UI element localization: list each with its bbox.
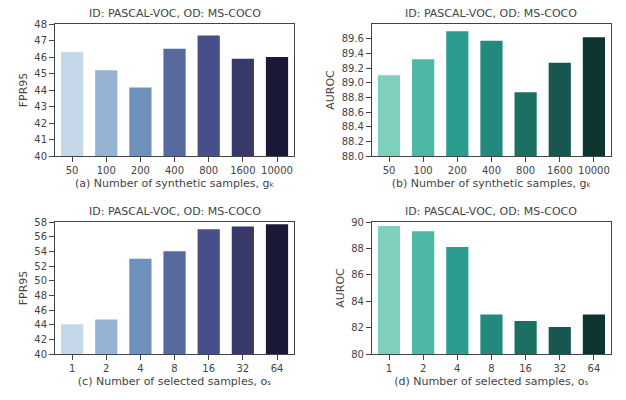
svg-text:48: 48: [34, 290, 47, 301]
svg-text:1: 1: [69, 363, 75, 374]
svg-text:43: 43: [34, 101, 47, 112]
svg-text:2: 2: [103, 363, 109, 374]
svg-text:52: 52: [34, 261, 47, 272]
svg-text:88.0: 88.0: [342, 151, 364, 162]
svg-text:40: 40: [34, 349, 47, 360]
svg-text:2: 2: [420, 363, 426, 374]
svg-text:50: 50: [34, 275, 47, 286]
svg-text:42: 42: [34, 118, 47, 129]
svg-text:1: 1: [386, 363, 392, 374]
svg-text:64: 64: [588, 363, 601, 374]
svg-text:ID: PASCAL-VOC, OD: MS-COCO: ID: PASCAL-VOC, OD: MS-COCO: [89, 7, 261, 20]
svg-text:89.4: 89.4: [342, 48, 364, 59]
svg-text:200: 200: [448, 165, 467, 176]
svg-text:4: 4: [454, 363, 460, 374]
svg-text:16: 16: [519, 363, 532, 374]
svg-text:10000: 10000: [261, 165, 293, 176]
svg-text:80: 80: [351, 349, 364, 360]
svg-text:4: 4: [137, 363, 143, 374]
svg-text:(c) Number of selected samples: (c) Number of selected samples, oₛ: [78, 375, 271, 388]
svg-text:88.4: 88.4: [342, 121, 364, 132]
svg-text:50: 50: [66, 165, 79, 176]
svg-text:8: 8: [488, 363, 494, 374]
svg-text:44: 44: [34, 85, 47, 96]
svg-text:58: 58: [34, 217, 47, 228]
svg-text:ID: PASCAL-VOC, OD: MS-COCO: ID: PASCAL-VOC, OD: MS-COCO: [89, 205, 261, 218]
svg-text:FPR95: FPR95: [17, 271, 30, 306]
svg-text:46: 46: [34, 52, 47, 63]
svg-text:1600: 1600: [547, 165, 572, 176]
svg-text:AUROC: AUROC: [324, 70, 337, 110]
svg-text:400: 400: [482, 165, 501, 176]
svg-text:800: 800: [199, 165, 218, 176]
svg-text:100: 100: [97, 165, 116, 176]
svg-text:89.6: 89.6: [342, 33, 364, 44]
svg-text:45: 45: [34, 68, 47, 79]
svg-text:82: 82: [351, 322, 364, 333]
svg-text:89.2: 89.2: [342, 63, 364, 74]
svg-text:46: 46: [34, 305, 47, 316]
svg-text:42: 42: [34, 334, 47, 345]
svg-text:88.6: 88.6: [342, 107, 364, 118]
svg-text:(a) Number of synthetic sample: (a) Number of synthetic samples, gₖ: [75, 177, 274, 190]
svg-text:200: 200: [131, 165, 150, 176]
svg-text:41: 41: [34, 134, 47, 145]
svg-text:32: 32: [236, 363, 249, 374]
svg-text:32: 32: [553, 363, 566, 374]
svg-text:10000: 10000: [578, 165, 610, 176]
svg-text:56: 56: [34, 231, 47, 242]
svg-text:ID: PASCAL-VOC, OD: MS-COCO: ID: PASCAL-VOC, OD: MS-COCO: [405, 7, 577, 20]
svg-text:800: 800: [516, 165, 535, 176]
svg-text:400: 400: [165, 165, 184, 176]
svg-text:16: 16: [202, 363, 215, 374]
svg-text:AUROC: AUROC: [334, 268, 347, 308]
svg-text:89.0: 89.0: [342, 77, 364, 88]
svg-text:50: 50: [383, 165, 396, 176]
svg-text:(d) Number of selected samples: (d) Number of selected samples, oₛ: [394, 375, 588, 388]
svg-text:54: 54: [34, 246, 47, 257]
svg-text:44: 44: [34, 319, 47, 330]
svg-text:84: 84: [351, 296, 364, 307]
svg-text:86: 86: [351, 269, 364, 280]
svg-text:FPR95: FPR95: [17, 73, 30, 108]
svg-text:88: 88: [351, 243, 364, 254]
svg-text:88.2: 88.2: [342, 136, 364, 147]
svg-text:1600: 1600: [230, 165, 255, 176]
svg-text:100: 100: [414, 165, 433, 176]
svg-text:64: 64: [271, 363, 284, 374]
svg-text:(b) Number of synthetic sample: (b) Number of synthetic samples, gₖ: [392, 177, 591, 190]
svg-text:90: 90: [351, 217, 364, 228]
svg-text:40: 40: [34, 151, 47, 162]
svg-text:47: 47: [34, 35, 47, 46]
svg-text:8: 8: [171, 363, 177, 374]
svg-text:ID: PASCAL-VOC, OD: MS-COCO: ID: PASCAL-VOC, OD: MS-COCO: [405, 205, 577, 218]
svg-text:48: 48: [34, 19, 47, 30]
svg-text:88.8: 88.8: [342, 92, 364, 103]
